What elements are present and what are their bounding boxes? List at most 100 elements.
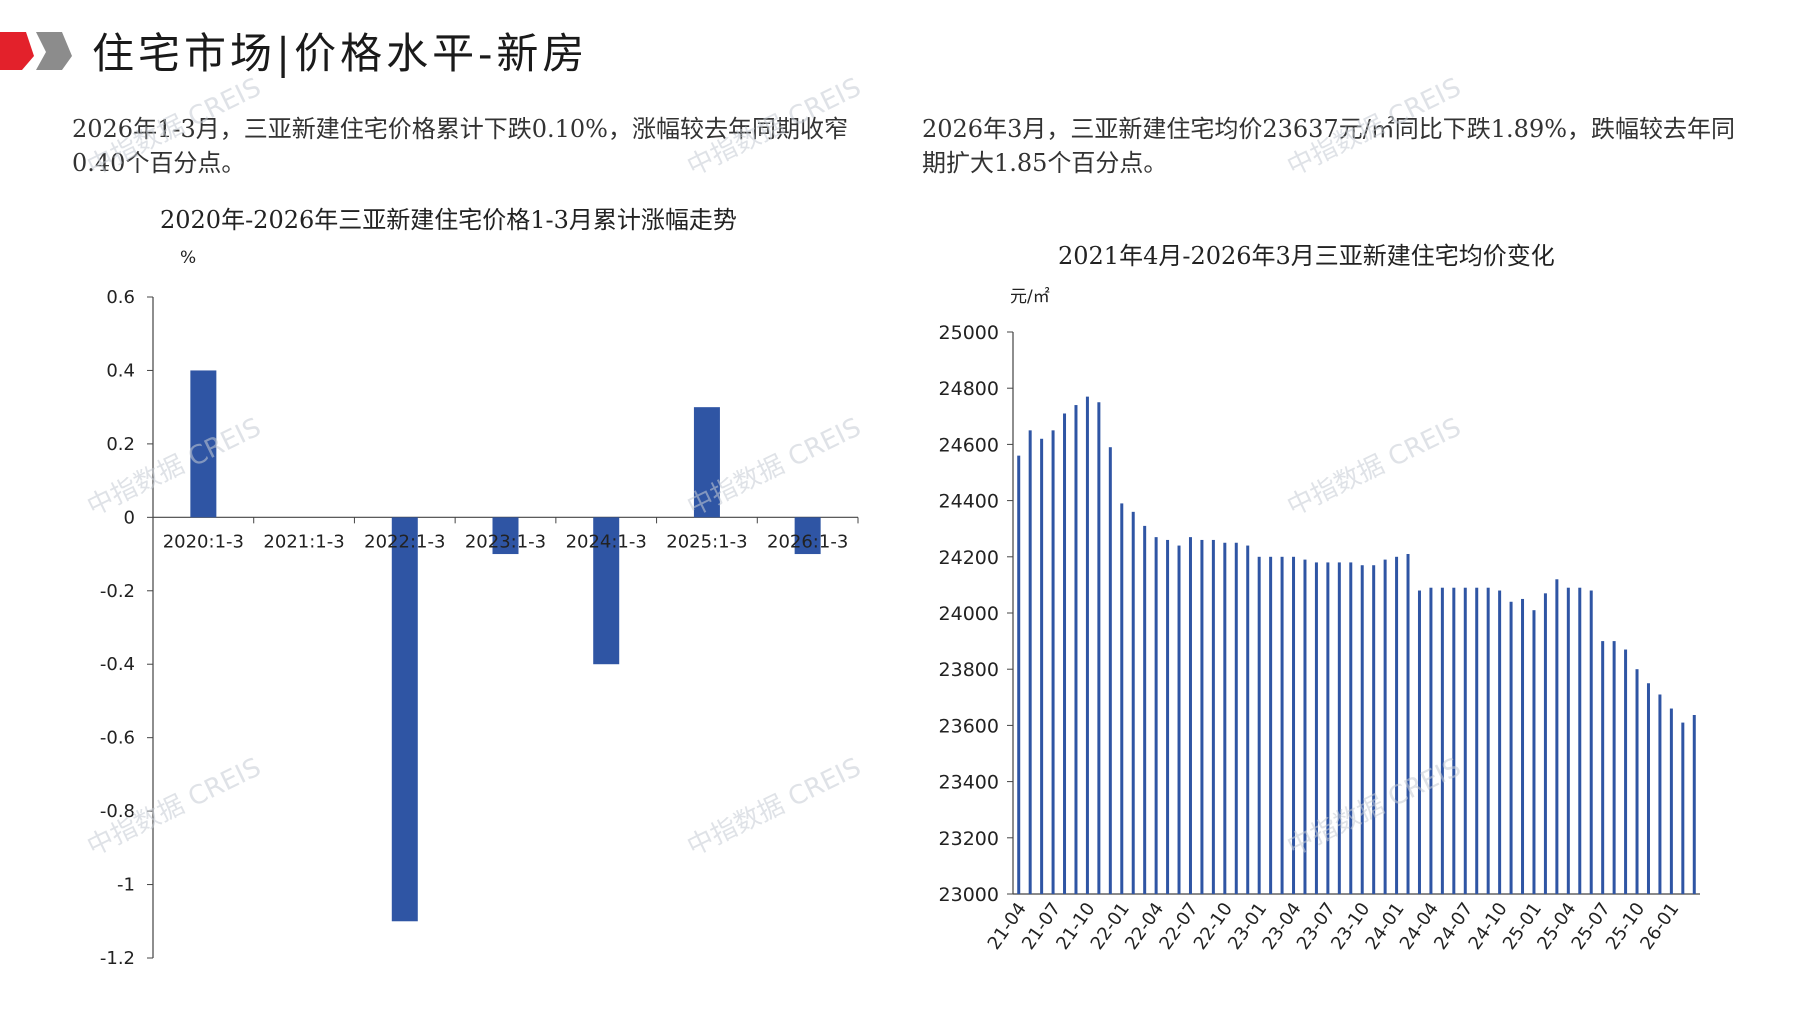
bar [1246, 545, 1250, 894]
bar [1234, 542, 1238, 894]
bar [1040, 438, 1044, 894]
bar [1017, 455, 1021, 894]
y-tick-label: 23600 [939, 715, 999, 737]
bar [1589, 590, 1593, 894]
bar [1566, 587, 1570, 894]
bar [1120, 503, 1124, 894]
bar [1669, 708, 1673, 894]
y-tick-label: 24000 [939, 603, 999, 625]
right-chart-title: 2021年4月-2026年3月三亚新建住宅均价变化 [1058, 242, 1555, 270]
bar [1486, 587, 1490, 894]
bar [1314, 562, 1318, 894]
x-tick-label: 2024:1-3 [566, 531, 647, 552]
bar [1166, 539, 1170, 894]
bar [1188, 537, 1192, 894]
bar [794, 517, 821, 555]
bar [1635, 669, 1639, 894]
bar [1085, 396, 1089, 894]
x-tick-label: 2022:1-3 [364, 531, 445, 552]
x-tick-label: 2023:1-3 [465, 531, 546, 552]
bar [1658, 694, 1662, 894]
bar [1646, 683, 1650, 894]
y-tick-label: 0.2 [106, 434, 135, 455]
left-chart-unit: % [180, 248, 197, 268]
y-tick-label: 24200 [939, 547, 999, 569]
bar [1475, 587, 1479, 894]
bar [1349, 562, 1353, 894]
y-tick-label: 24600 [939, 434, 999, 456]
bar [1383, 559, 1387, 894]
summary-left: 2026年1-3月，三亚新建住宅价格累计下跌0.10%，涨幅较去年同期收窄0.4… [72, 115, 848, 177]
page-header: 住宅市场|价格水平-新房 [0, 0, 1797, 84]
bar [1578, 587, 1582, 894]
bar [693, 407, 720, 518]
y-tick-label: 23400 [939, 772, 999, 794]
bar [1303, 559, 1307, 894]
y-tick-label: 25000 [939, 322, 999, 344]
y-tick-label: 0.6 [106, 287, 135, 308]
bar [1211, 539, 1215, 894]
bar [1521, 598, 1525, 894]
y-tick-label: -1 [117, 875, 135, 896]
left-chart-title: 2020年-2026年三亚新建住宅价格1-3月累计涨幅走势 [160, 206, 737, 234]
y-tick-label: -0.8 [100, 801, 135, 822]
bar [1543, 593, 1547, 894]
bar [1200, 539, 1204, 894]
right-chart-unit: 元/㎡ [1010, 287, 1050, 307]
bar [1509, 601, 1513, 894]
logo-red-shape [0, 32, 34, 70]
y-tick-label: -0.2 [100, 581, 135, 602]
bar [1154, 537, 1158, 894]
bar [1063, 413, 1067, 894]
y-tick-label: 0 [124, 507, 135, 528]
bar [1177, 545, 1181, 894]
y-tick-label: -1.2 [100, 948, 135, 969]
bar [1292, 556, 1296, 894]
y-tick-label: 24400 [939, 491, 999, 513]
bar [1051, 430, 1055, 894]
bar [1223, 542, 1227, 894]
bar [1372, 565, 1376, 894]
bar [1131, 511, 1135, 894]
bar [1406, 553, 1410, 894]
bar [1337, 562, 1341, 894]
summary-right: 2026年3月，三亚新建住宅均价23637元/㎡同比下跌1.89%，跌幅较去年同… [922, 115, 1736, 177]
y-tick-label: 23200 [939, 828, 999, 850]
bar [1624, 649, 1628, 894]
bar [1108, 447, 1112, 894]
bar [1429, 587, 1433, 894]
bar [1143, 525, 1147, 894]
brand-logo [0, 32, 72, 70]
x-tick-label: 2021:1-3 [263, 531, 344, 552]
bar [1417, 590, 1421, 894]
bar [1326, 562, 1330, 894]
x-tick-label: 2020:1-3 [163, 531, 244, 552]
y-tick-label: 24800 [939, 378, 999, 400]
bar [1269, 556, 1273, 894]
bar [1395, 556, 1399, 894]
bar [593, 517, 620, 665]
bar [1555, 579, 1559, 894]
y-tick-label: 23800 [939, 659, 999, 681]
bar [1280, 556, 1284, 894]
logo-gray-shape [36, 32, 72, 70]
bar [1257, 556, 1261, 894]
bar [1360, 565, 1364, 894]
bar [1681, 722, 1685, 894]
bar [1612, 641, 1616, 894]
y-tick-label: -0.6 [100, 728, 135, 749]
x-tick-label: 2025:1-3 [666, 531, 747, 552]
bar [1601, 641, 1605, 894]
bar [1532, 610, 1536, 894]
bar [1074, 405, 1078, 894]
bar [1498, 590, 1502, 894]
y-tick-label: 0.4 [106, 360, 135, 381]
bar [391, 517, 418, 922]
bar [1463, 587, 1467, 894]
bar [1097, 402, 1101, 894]
bar [492, 517, 519, 555]
y-tick-label: 23000 [939, 884, 999, 906]
x-tick-label: 2026:1-3 [767, 531, 848, 552]
bar [1692, 715, 1696, 894]
